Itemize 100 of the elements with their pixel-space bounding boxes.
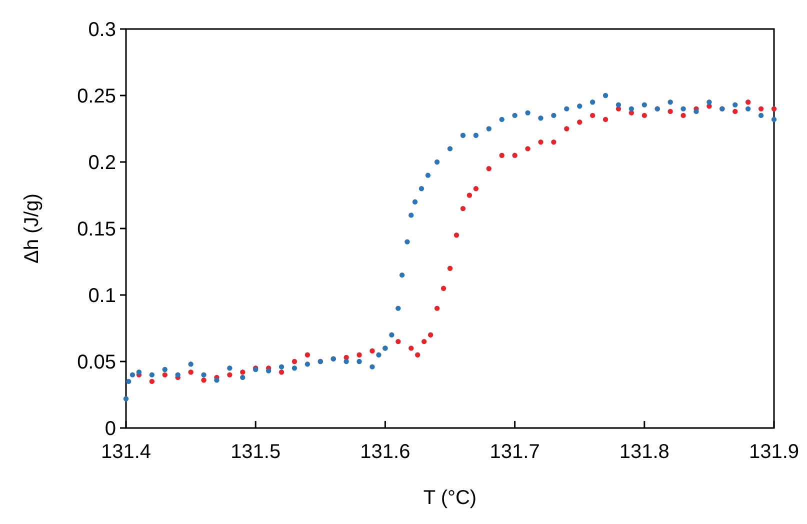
- point: [590, 112, 596, 118]
- point: [126, 378, 132, 384]
- point: [473, 132, 479, 138]
- point: [408, 346, 414, 351]
- point: [564, 126, 570, 132]
- point: [486, 126, 492, 132]
- point: [745, 106, 751, 112]
- point: [396, 338, 401, 344]
- point: [732, 102, 738, 108]
- point: [292, 358, 298, 364]
- point: [130, 372, 136, 378]
- y-axis-title: Δh (J/g): [21, 193, 43, 264]
- point: [538, 139, 544, 145]
- point: [512, 152, 518, 158]
- point: [240, 374, 246, 380]
- point: [577, 120, 582, 125]
- point: [512, 112, 518, 118]
- point: [499, 152, 504, 158]
- point: [564, 106, 570, 112]
- point: [745, 100, 751, 105]
- point: [123, 396, 129, 402]
- point: [408, 212, 414, 218]
- point: [434, 159, 440, 165]
- point: [668, 108, 673, 114]
- x-tick-label: 131.6: [360, 441, 410, 463]
- point: [551, 112, 556, 118]
- point: [473, 186, 479, 192]
- point: [421, 338, 427, 344]
- point: [680, 112, 686, 118]
- point: [136, 370, 142, 375]
- point: [356, 352, 362, 358]
- y-tick-label: 0: [104, 418, 116, 440]
- point: [694, 108, 699, 114]
- point: [240, 370, 246, 375]
- point: [201, 378, 206, 383]
- y-tick-label: 0.1: [88, 285, 116, 307]
- point: [278, 364, 284, 370]
- point: [525, 146, 530, 152]
- point: [732, 108, 738, 114]
- y-tick-label: 0.05: [77, 352, 116, 374]
- y-tick-label: 0.25: [77, 86, 116, 108]
- y-tick-label: 0.3: [88, 19, 116, 41]
- x-tick-label: 131.7: [490, 441, 540, 463]
- x-tick-label: 131.4: [100, 441, 152, 463]
- point: [771, 106, 777, 112]
- point: [577, 104, 582, 109]
- point: [551, 139, 556, 145]
- point: [642, 102, 647, 108]
- x-tick-label: 131.5: [230, 441, 281, 463]
- point: [292, 366, 298, 371]
- point: [175, 372, 180, 378]
- y-tick-label: 0.2: [88, 152, 116, 174]
- point: [162, 366, 168, 372]
- point: [680, 106, 686, 112]
- point: [771, 116, 777, 122]
- point: [454, 232, 460, 238]
- point: [447, 266, 453, 271]
- point: [227, 366, 232, 371]
- point: [428, 332, 434, 338]
- point: [399, 272, 405, 278]
- point: [389, 332, 394, 338]
- x-axis-title: T (°C): [423, 487, 477, 509]
- point: [370, 364, 375, 370]
- point: [201, 372, 206, 378]
- point: [188, 362, 194, 367]
- point: [440, 286, 446, 291]
- point: [418, 186, 424, 192]
- point: [404, 239, 410, 244]
- point: [538, 116, 544, 121]
- y-tick-label: 0.15: [77, 218, 116, 240]
- point: [447, 146, 453, 152]
- point: [758, 106, 764, 112]
- point: [266, 368, 272, 374]
- point: [188, 370, 194, 375]
- point: [668, 100, 673, 105]
- point: [149, 378, 155, 384]
- point: [486, 166, 492, 172]
- point: [460, 132, 466, 138]
- x-tick-label: 131.8: [619, 441, 670, 463]
- point: [434, 306, 440, 311]
- point: [149, 372, 155, 378]
- point: [616, 102, 622, 108]
- point: [642, 112, 647, 118]
- point: [415, 352, 420, 358]
- point: [460, 206, 466, 212]
- point: [525, 110, 530, 116]
- point: [412, 199, 418, 204]
- point: [602, 92, 608, 98]
- point: [376, 352, 382, 358]
- point: [227, 372, 232, 378]
- point: [370, 348, 375, 354]
- point: [466, 192, 472, 198]
- point: [304, 352, 310, 358]
- point: [278, 370, 284, 375]
- point: [425, 172, 431, 178]
- point: [356, 358, 362, 364]
- point: [706, 100, 712, 105]
- x-tick-label: 131.9: [748, 441, 800, 463]
- point: [602, 116, 608, 122]
- point: [344, 358, 349, 364]
